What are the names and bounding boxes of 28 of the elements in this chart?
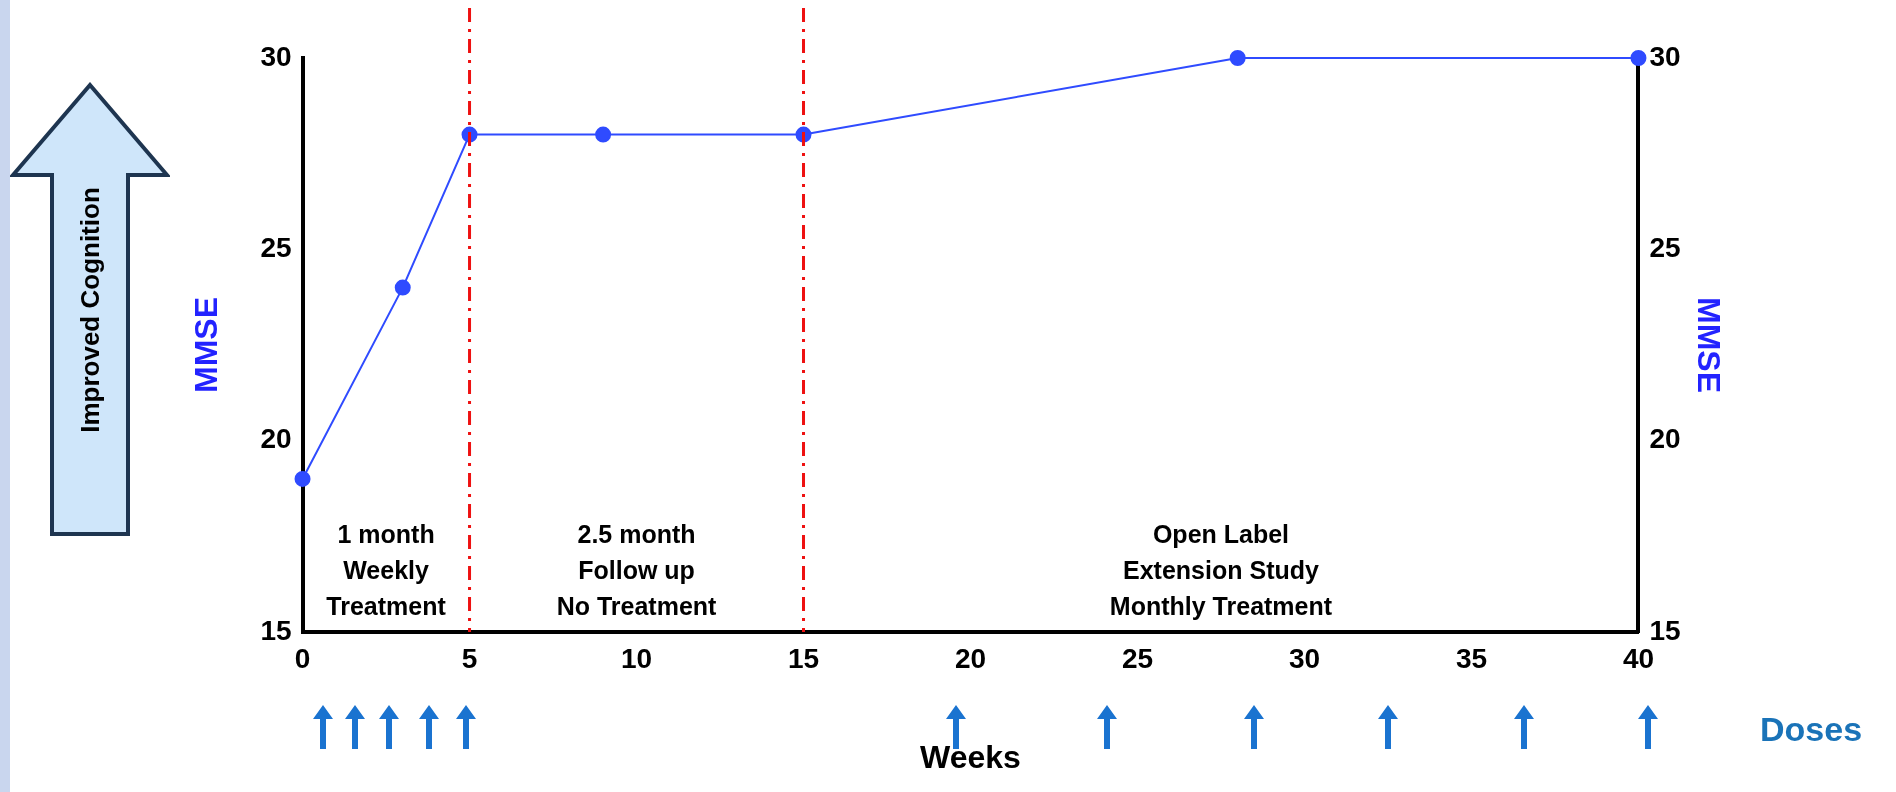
point: [294, 470, 311, 487]
x-tick-label: 25: [1121, 642, 1154, 674]
x-tick-label: 15: [787, 642, 820, 674]
x-tick-label: 10: [620, 642, 653, 674]
text: Doses: [1760, 710, 1863, 749]
annotation: 2.5 month Follow up No Treatment: [556, 519, 718, 620]
x-axis-title: Weeks: [920, 738, 1021, 775]
x-tick-label: 30: [1288, 642, 1321, 674]
y2-tick-label: 30: [1649, 40, 1681, 72]
text: Improved Cognition: [74, 187, 106, 433]
y-axis-title: MMSE: [188, 297, 225, 393]
point: [595, 126, 612, 143]
y2-axis-title: MMSE: [1690, 297, 1727, 393]
x-tick-label: 20: [954, 642, 987, 674]
y2-tick-label: 20: [1649, 423, 1681, 455]
y-tick-label: 30: [260, 40, 292, 72]
x-tick-label: 35: [1455, 642, 1488, 674]
point: [394, 279, 411, 296]
point: [1630, 50, 1647, 66]
point: [1229, 50, 1246, 66]
annotation: 1 month Weekly Treatment: [326, 519, 447, 620]
annotation: Open Label Extension Study Monthly Treatment: [1109, 519, 1333, 620]
x-tick-label: 0: [294, 642, 311, 674]
y-tick-label: 15: [260, 614, 292, 646]
y-tick-label: 25: [260, 232, 292, 264]
y-tick-label: 20: [260, 423, 292, 455]
x-tick-label: 5: [461, 642, 478, 674]
y2-tick-label: 25: [1649, 232, 1681, 264]
